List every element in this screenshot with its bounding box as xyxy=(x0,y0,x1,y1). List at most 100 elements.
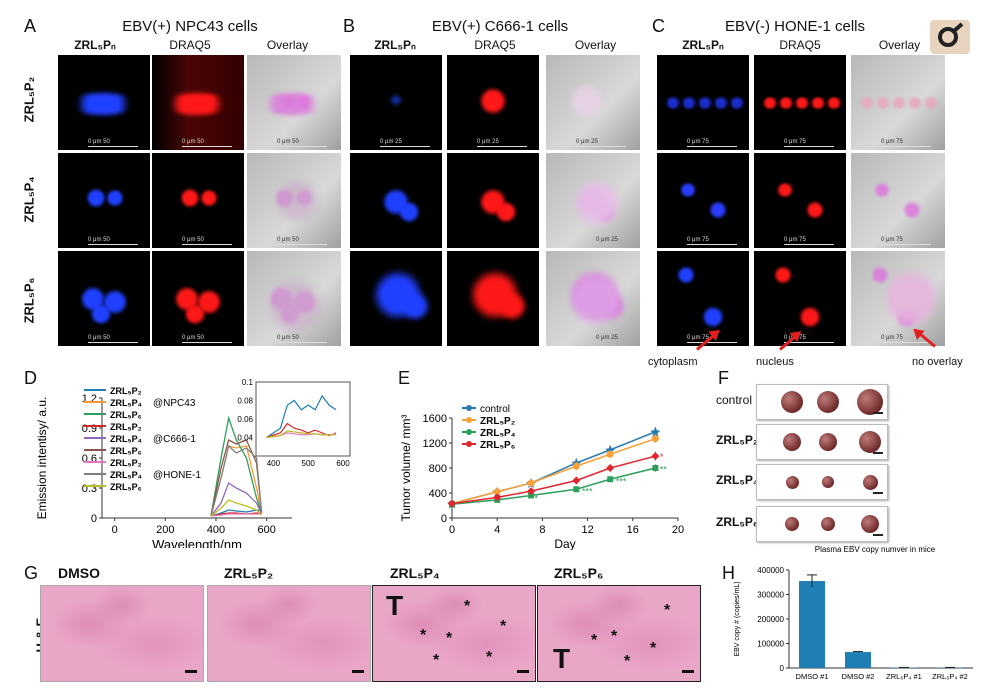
d-series-line xyxy=(210,513,262,517)
cell-blob xyxy=(875,97,891,109)
cell-blob xyxy=(180,188,200,208)
cell-blob xyxy=(283,95,297,109)
cell-blob xyxy=(891,97,907,109)
micro-tile-1-1-1 xyxy=(447,153,539,248)
f-tumor-photo xyxy=(756,424,888,460)
d-ytick: 0.9 xyxy=(82,423,97,435)
cell-blob xyxy=(907,97,923,109)
g-star: * xyxy=(464,598,471,615)
e-legend-label: ZRL₅P₄ xyxy=(480,428,516,439)
panel-f-letter: F xyxy=(718,368,729,388)
g-tumor-label: T xyxy=(386,590,404,621)
f-row-label: control xyxy=(716,393,753,407)
cell-blob xyxy=(677,266,695,284)
h-ytick: 400000 xyxy=(757,566,784,575)
cell-blob xyxy=(572,177,622,229)
e-point xyxy=(528,492,535,499)
d-inset-xtick: 600 xyxy=(336,459,350,468)
e-xtick: 8 xyxy=(539,524,545,536)
cell-blob xyxy=(713,97,729,109)
g-he-image xyxy=(372,585,536,682)
micro-tile-2-1-2: 0 μm 75 xyxy=(851,153,945,248)
col-header-c-2: DRAQ5 xyxy=(779,38,821,52)
d-inset-ytick: 0.08 xyxy=(237,397,253,406)
d-xtick: 200 xyxy=(156,524,174,536)
e-xlabel: Day xyxy=(554,537,575,550)
micro-tile-0-2-1: 0 μm 50 xyxy=(152,251,244,346)
d-legend-label: ZRL₅P₄ xyxy=(110,398,142,408)
cell-blob xyxy=(568,271,624,327)
micro-tile-1-1-2: 0 μm 25 xyxy=(546,153,640,248)
scale-bar-text: 0 μm 75 xyxy=(881,335,903,341)
cell-blob xyxy=(681,97,697,109)
f-tumor xyxy=(781,391,803,413)
g-scale-bar xyxy=(185,670,197,673)
micro-tile-1-0-1: 0 μm 25 xyxy=(447,55,539,150)
cell-blob xyxy=(794,97,810,109)
scale-bar-text: 0 μm 50 xyxy=(277,237,299,243)
label-nucleus: nucleus xyxy=(756,356,794,368)
scale-bar xyxy=(881,244,931,245)
scale-bar xyxy=(277,146,327,147)
h-ylabel: EBV copy # (copies/mL) xyxy=(734,581,741,656)
h-bar xyxy=(845,652,871,668)
cell-blob xyxy=(871,266,889,284)
cell-blob xyxy=(106,189,124,207)
d-ytick: 0.6 xyxy=(82,453,97,465)
cell-blob xyxy=(398,201,420,223)
scale-bar xyxy=(687,342,737,343)
cell-blob xyxy=(86,188,106,208)
h-xtick: DMSO #1 xyxy=(796,672,829,681)
f-tumor xyxy=(783,433,801,451)
e-point xyxy=(605,444,616,455)
g-he-image xyxy=(40,585,204,682)
e-series-line xyxy=(451,437,656,505)
e-series-line xyxy=(451,455,656,505)
d-legend-group: @C666-1 xyxy=(153,434,196,445)
col-header-a-3: Overlay xyxy=(266,38,309,52)
cell-blob xyxy=(709,201,727,219)
e-ytick: 1200 xyxy=(423,438,447,450)
d-series-line xyxy=(210,512,262,517)
f-tumor xyxy=(819,433,837,451)
scale-bar-text: 0 μm 50 xyxy=(88,335,110,341)
d-legend-label: ZRL₅P₄ xyxy=(110,470,142,480)
scale-bar xyxy=(88,244,138,245)
micro-tile-2-2-2: 0 μm 75 xyxy=(851,251,945,346)
cell-blob xyxy=(265,276,325,336)
g-star: * xyxy=(433,652,440,669)
e-ytick: 0 xyxy=(441,513,447,525)
g-star: * xyxy=(611,628,618,645)
cell-blob xyxy=(679,183,697,197)
cell-blob xyxy=(497,291,527,321)
d-xtick: 600 xyxy=(257,524,275,536)
e-point xyxy=(651,452,660,461)
scale-bar-text: 0 μm 50 xyxy=(88,139,110,145)
h-ytick: 0 xyxy=(780,664,785,673)
f-tumor xyxy=(857,389,883,415)
e-point xyxy=(573,486,580,493)
f-tumor xyxy=(822,476,834,488)
f-tumor xyxy=(861,515,879,533)
f-scale-bar xyxy=(873,412,883,414)
tumor-volume-chart: 0 400 800 1200 1600 0 4 8 12 16 20 Day Tumor volume/… xyxy=(399,404,684,550)
d-inset-frame xyxy=(255,381,351,457)
e-significance: * xyxy=(534,493,538,503)
d-inset-xtick: 400 xyxy=(267,459,281,468)
cell-blob xyxy=(762,97,778,109)
micro-tile-0-2-2: 0 μm 50 xyxy=(247,251,341,346)
h-ytick: 200000 xyxy=(757,615,784,624)
e-point xyxy=(493,493,502,502)
cell-blob xyxy=(799,306,821,328)
h-xtick: ZRL₅P₄ #1 xyxy=(886,672,922,681)
cell-blob xyxy=(903,201,921,219)
f-row-label: ZRL₅P₄ xyxy=(716,473,759,487)
d-legend-label: ZRL₅P₆ xyxy=(110,446,142,456)
cell-blob xyxy=(923,97,939,109)
panel-c-letter: C xyxy=(652,16,665,36)
e-xtick: 0 xyxy=(449,524,455,536)
panel-b-title: EBV(+) C666-1 cells xyxy=(431,18,569,35)
scale-bar xyxy=(784,342,834,343)
col-header-b-3: Overlay xyxy=(574,38,617,52)
scale-bar xyxy=(881,342,931,343)
